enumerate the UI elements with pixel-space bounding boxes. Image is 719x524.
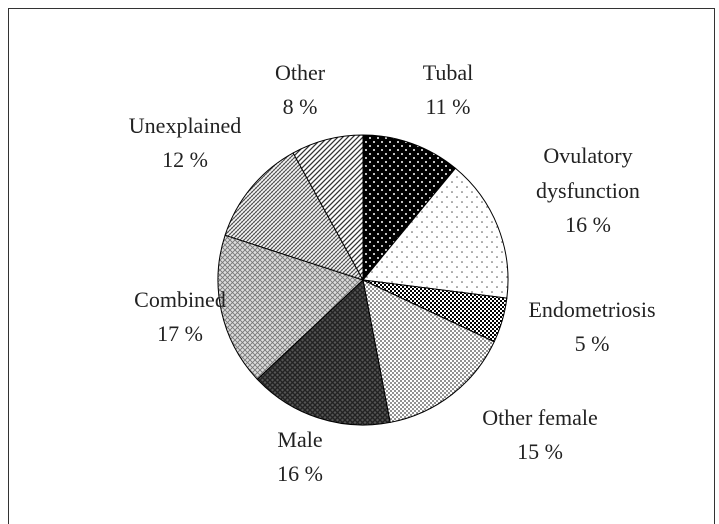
slice-label: Unexplained — [129, 113, 241, 138]
pie-slice — [256, 279, 391, 426]
slice-value-label: 17 % — [157, 321, 203, 346]
slice-value-label: 16 % — [277, 461, 323, 486]
slice-value-label: 8 % — [283, 94, 318, 119]
slice-value-label: 11 % — [425, 94, 470, 119]
slice-label: Ovulatory dysfunction — [536, 143, 640, 203]
slice-label: Other — [275, 60, 326, 85]
pie-slice — [362, 134, 457, 282]
slice-value-label: 5 % — [575, 331, 610, 356]
slice-label: Tubal — [423, 60, 474, 85]
slice-label: Male — [277, 427, 322, 452]
slice-label: Other female — [482, 405, 597, 430]
slice-label: Endometriosis — [528, 297, 655, 322]
pie-slice — [217, 234, 364, 380]
pie-slice — [292, 134, 364, 281]
pie-slice — [362, 167, 509, 299]
slice-value-label: 16 % — [565, 212, 611, 237]
pie-slice — [224, 152, 365, 281]
slice-label: Combined — [134, 287, 226, 312]
slice-value-label: 12 % — [162, 147, 208, 172]
slice-value-label: 15 % — [517, 439, 563, 464]
pie-slice — [362, 279, 495, 424]
frame — [8, 8, 715, 524]
